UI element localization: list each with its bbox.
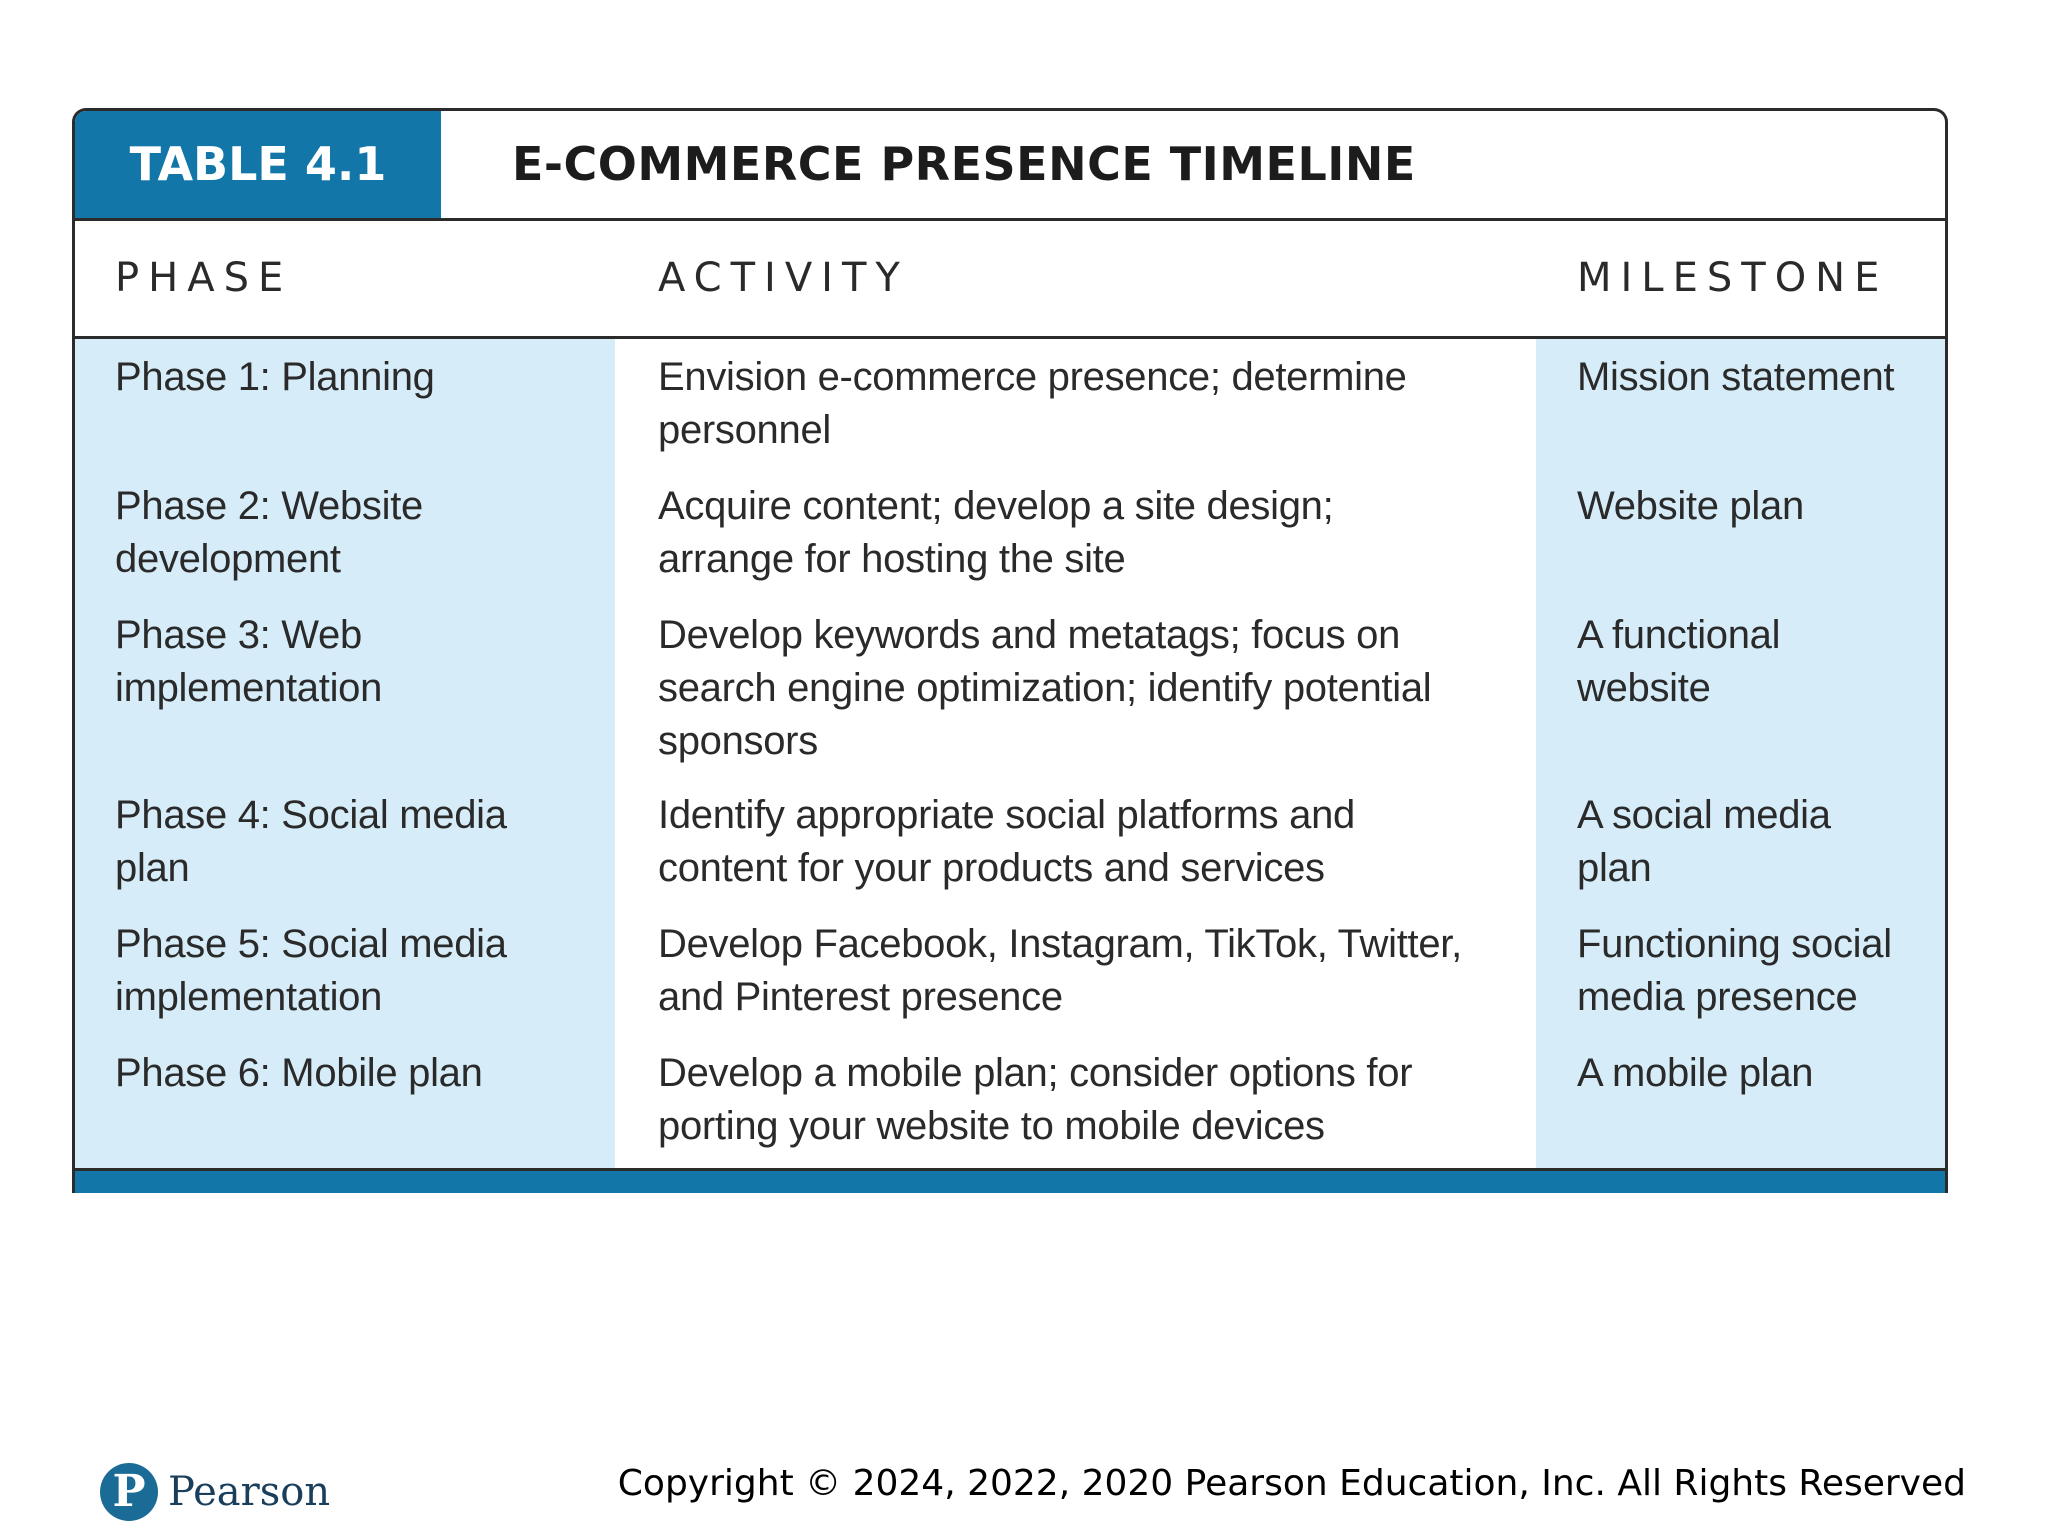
activity-cell-line: content for your products and services [658, 846, 1325, 890]
phase-cell-line: Phase 3: Web [115, 613, 362, 657]
milestone-cell-line: Functioning social [1577, 922, 1892, 966]
table-number-label: TABLE 4.1 [75, 111, 441, 218]
column-header-activity: ACTIVITY [658, 255, 909, 301]
activity-cell-line: search engine optimization; identify pot… [658, 666, 1432, 710]
activity-cell-line: and Pinterest presence [658, 975, 1063, 1019]
activity-cell-line: Envision e-commerce presence; determine [658, 355, 1407, 399]
table-frame: TABLE 4.1 E-COMMERCE PRESENCE TIMELINE P… [72, 108, 1948, 1193]
phase-cell-line: Phase 4: Social media [115, 793, 507, 837]
activity-cell: Acquire content; develop a site design; a… [658, 480, 1334, 586]
milestone-cell-line: A social media [1577, 793, 1831, 837]
column-header-phase: PHASE [115, 255, 293, 301]
activity-cell: Develop Facebook, Instagram, TikTok, Twi… [658, 918, 1462, 1024]
activity-cell-line: Acquire content; develop a site design; [658, 484, 1334, 528]
phase-cell-line: implementation [115, 666, 383, 710]
activity-cell-line: sponsors [658, 719, 818, 763]
phase-cell-line: Phase 6: Mobile plan [115, 1051, 483, 1095]
pearson-logo-wordmark: Pearson [168, 1469, 331, 1515]
milestone-cell-line: Website plan [1577, 484, 1804, 528]
milestone-cell-line: Mission statement [1577, 355, 1895, 399]
phase-cell: Phase 1: Planning [115, 351, 435, 404]
pearson-logo: P Pearson [100, 1460, 330, 1524]
activity-cell-line: porting your website to mobile devices [658, 1104, 1325, 1148]
activity-cell-line: Identify appropriate social platforms an… [658, 793, 1355, 837]
milestone-cell: Functioning social media presence [1577, 918, 1892, 1024]
phase-cell: Phase 2: Website development [115, 480, 423, 586]
phase-cell: Phase 6: Mobile plan [115, 1047, 483, 1100]
milestone-cell: Mission statement [1577, 351, 1895, 404]
table-title-bar: TABLE 4.1 E-COMMERCE PRESENCE TIMELINE [75, 111, 1945, 221]
milestone-cell-line: A mobile plan [1577, 1051, 1814, 1095]
phase-cell-line: Phase 5: Social media [115, 922, 507, 966]
phase-cell: Phase 5: Social media implementation [115, 918, 507, 1024]
milestone-cell-line: website [1577, 666, 1711, 710]
activity-cell: Develop keywords and metatags; focus on s… [658, 609, 1432, 768]
activity-cell-line: arrange for hosting the site [658, 537, 1126, 581]
phase-cell-line: plan [115, 846, 190, 890]
phase-cell-line: implementation [115, 975, 383, 1019]
table-title: E-COMMERCE PRESENCE TIMELINE [512, 137, 1416, 191]
phase-cell: Phase 3: Web implementation [115, 609, 382, 715]
milestone-cell: A functional website [1577, 609, 1781, 715]
milestone-column-background [1536, 339, 1945, 1168]
table-bottom-bar [75, 1168, 1945, 1193]
copyright-notice: Copyright © 2024, 2022, 2020 Pearson Edu… [617, 1463, 1966, 1504]
phase-cell-line: Phase 2: Website [115, 484, 423, 528]
phase-cell-line: Phase 1: Planning [115, 355, 435, 399]
phase-column-background [75, 339, 615, 1168]
milestone-cell-line: media presence [1577, 975, 1858, 1019]
activity-cell: Envision e-commerce presence; determine p… [658, 351, 1407, 457]
activity-cell-line: Develop a mobile plan; consider options … [658, 1051, 1413, 1095]
activity-cell: Identify appropriate social platforms an… [658, 789, 1355, 895]
milestone-cell-line: plan [1577, 846, 1652, 890]
activity-cell-line: Develop keywords and metatags; focus on [658, 613, 1401, 657]
milestone-cell: A social media plan [1577, 789, 1831, 895]
activity-cell: Develop a mobile plan; consider options … [658, 1047, 1413, 1153]
phase-cell: Phase 4: Social media plan [115, 789, 507, 895]
milestone-cell: Website plan [1577, 480, 1804, 533]
phase-cell-line: development [115, 537, 341, 581]
column-header-milestone: MILESTONE [1577, 255, 1889, 301]
activity-cell-line: Develop Facebook, Instagram, TikTok, Twi… [658, 922, 1462, 966]
milestone-cell: A mobile plan [1577, 1047, 1814, 1100]
pearson-logo-icon: P [100, 1463, 158, 1521]
activity-cell-line: personnel [658, 408, 831, 452]
milestone-cell-line: A functional [1577, 613, 1781, 657]
table-header-row: PHASE ACTIVITY MILESTONE [75, 221, 1945, 339]
